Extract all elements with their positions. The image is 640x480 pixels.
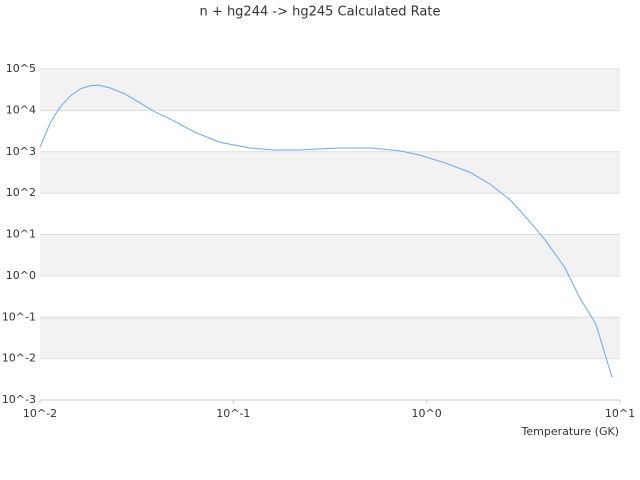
- y-tick-label: 10^5: [6, 62, 36, 75]
- y-tick-label: 10^4: [6, 103, 36, 116]
- grid-band: [40, 234, 620, 276]
- y-tick-label: 10^-2: [2, 352, 36, 365]
- y-tick-label: 10^3: [6, 145, 36, 158]
- grid-band: [40, 151, 620, 194]
- data-line: [39, 84, 613, 378]
- x-tick-label: 10^0: [412, 407, 442, 420]
- y-tick-label: 10^-1: [2, 310, 36, 323]
- chart-title: n + hg244 -> hg245 Calculated Rate: [200, 5, 441, 20]
- y-tick-label: 10^1: [6, 228, 36, 241]
- x-tick-label: 10^1: [605, 407, 635, 420]
- grid-band: [40, 317, 620, 359]
- x-axis-label: Temperature (GK): [521, 425, 620, 438]
- grid-band: [40, 69, 620, 111]
- y-tick-label: 10^0: [6, 269, 36, 282]
- y-tick-label: 10^2: [6, 186, 36, 199]
- y-tick-label: 10^-3: [2, 393, 36, 406]
- x-tick-label: 10^-2: [23, 407, 57, 420]
- x-tick-label: 10^-1: [216, 407, 250, 420]
